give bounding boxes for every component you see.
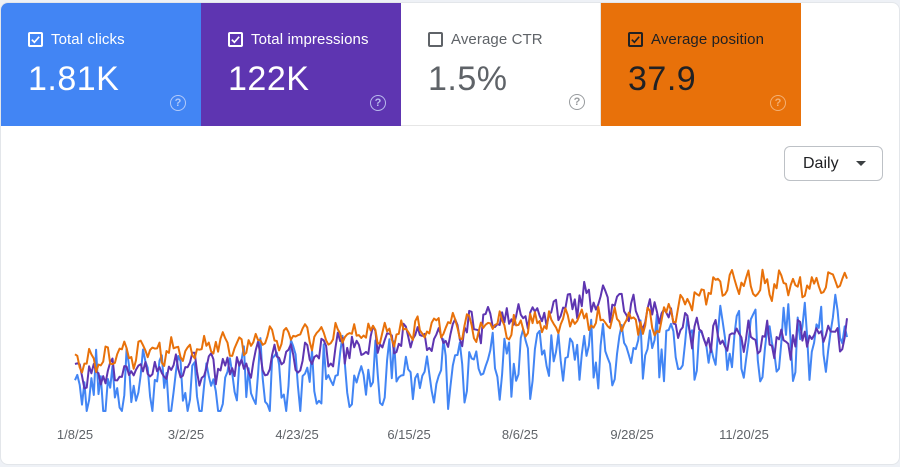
caret-down-icon [856,161,866,166]
metric-label: Average CTR [451,31,543,48]
series-line-total-clicks [74,293,848,412]
metric-total-clicks[interactable]: Total clicks 1.81K ? [1,3,201,126]
help-icon[interactable]: ? [569,94,585,110]
metric-label: Average position [651,31,765,48]
metric-header: Total impressions [228,31,369,48]
x-tick-label: 1/8/25 [57,427,93,442]
x-tick-label: 3/2/25 [168,427,204,442]
metric-average-position[interactable]: Average position 37.9 ? [601,3,801,126]
x-axis-ticks: 1/8/25 3/2/25 4/23/25 6/15/25 8/6/25 9/28/25 1… [57,427,769,442]
help-icon[interactable]: ? [770,95,786,111]
metric-label: Total clicks [51,31,125,48]
performance-chart: 1/8/25 3/2/25 4/23/25 6/15/25 8/6/25 9/28/25 1… [57,268,848,442]
help-icon[interactable]: ? [370,95,386,111]
checkbox-checked-icon[interactable] [28,32,43,47]
x-tick-label: 8/6/25 [502,427,538,442]
metric-total-impressions[interactable]: Total impressions 122K ? [201,3,401,126]
metric-value: 37.9 [628,60,697,98]
series-line-average-position [74,268,848,374]
metric-value: 122K [228,60,310,98]
metric-header: Total clicks [28,31,125,48]
checkbox-checked-icon[interactable] [228,32,243,47]
x-tick-label: 9/28/25 [610,427,653,442]
x-tick-label: 6/15/25 [387,427,430,442]
chart-series [74,268,848,412]
metric-average-ctr[interactable]: Average CTR 1.5% ? [401,3,601,126]
help-icon[interactable]: ? [170,95,186,111]
x-tick-label: 11/20/25 [719,427,769,442]
metric-tiles: Total clicks 1.81K ? Total impressions 1… [1,3,803,126]
metric-header: Average CTR [428,31,543,48]
checkbox-unchecked-icon[interactable] [428,32,443,47]
granularity-value: Daily [803,154,839,172]
checkbox-checked-icon[interactable] [628,32,643,47]
metric-label: Total impressions [251,31,369,48]
series-line-total-impressions [74,280,848,390]
metric-value: 1.81K [28,60,120,98]
x-tick-label: 4/23/25 [275,427,318,442]
granularity-dropdown[interactable]: Daily [784,146,883,181]
metric-header: Average position [628,31,764,48]
metric-value: 1.5% [428,60,508,98]
